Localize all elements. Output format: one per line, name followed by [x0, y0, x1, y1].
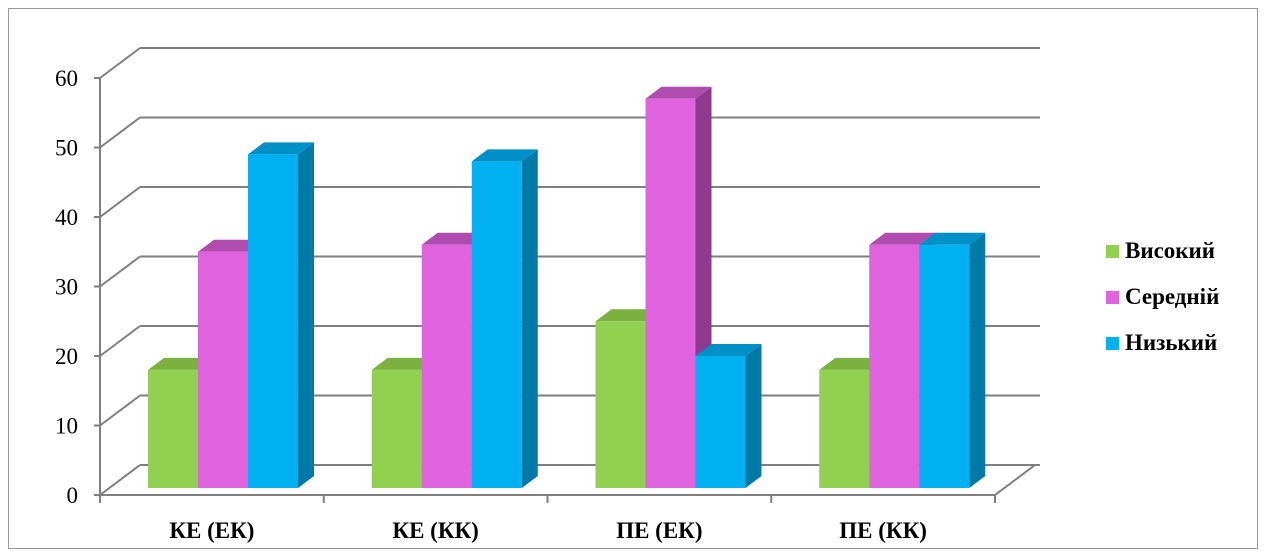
bar-top — [421, 232, 488, 245]
gridline-depth — [99, 464, 141, 496]
bar-front — [695, 355, 746, 488]
bar-front — [248, 154, 298, 488]
legend-label-serednii: Середній — [1125, 284, 1220, 309]
legend: Високий Середній Низький — [1106, 228, 1219, 366]
bar-front — [421, 244, 472, 488]
y-tick-label: 10 — [55, 414, 78, 439]
bar-side — [745, 343, 762, 488]
bar — [248, 142, 314, 488]
bar-top — [198, 239, 264, 252]
bar-top — [869, 232, 936, 245]
bar-top — [148, 357, 214, 370]
gridline-depth — [99, 186, 141, 218]
legend-item-serednii: Середній — [1106, 274, 1219, 320]
bar-front — [919, 244, 970, 488]
bar-front — [869, 244, 920, 488]
legend-label-nyzkyi: Низький — [1125, 330, 1218, 355]
x-tick-label: КЕ (КК) — [392, 518, 478, 543]
y-tick-label: 0 — [67, 483, 79, 508]
legend-swatch-vysokyi — [1106, 244, 1119, 258]
x-tick-label: ПЕ (ЕК) — [616, 518, 702, 543]
legend-item-vysokyi: Високий — [1106, 228, 1219, 274]
bar-top — [595, 309, 662, 322]
bar-front — [595, 321, 646, 488]
gridline-depth — [99, 325, 141, 357]
gridline-depth — [99, 116, 141, 149]
y-tick-labels: 0 10 20 30 40 50 60 — [55, 66, 78, 508]
bar — [919, 232, 986, 488]
y-tick-label: 30 — [55, 275, 78, 300]
category-labels: КЕ (ЕК) КЕ (КК) ПЕ (ЕК) ПЕ (КК) — [169, 518, 927, 543]
bar-side — [521, 149, 538, 488]
bar-top — [471, 149, 538, 162]
bar-front — [819, 369, 870, 488]
x-tick-label: ПЕ (КК) — [839, 518, 927, 543]
legend-swatch-nyzkyi — [1106, 336, 1119, 350]
bar-front — [371, 369, 422, 488]
bar-top — [819, 357, 886, 370]
bar-front — [198, 251, 248, 488]
bar-top — [371, 357, 438, 370]
y-tick-label: 50 — [55, 136, 78, 161]
legend-swatch-serednii — [1106, 290, 1119, 304]
bar — [471, 149, 538, 488]
gridline-depth — [99, 255, 141, 288]
y-tick-label: 40 — [55, 205, 78, 230]
bar-front — [471, 161, 522, 488]
bar-top — [695, 343, 762, 356]
y-tick-label: 60 — [55, 66, 78, 91]
gridline-depth — [99, 47, 141, 79]
legend-item-nyzkyi: Низький — [1106, 320, 1219, 366]
bar — [695, 343, 762, 488]
gridline-depth — [99, 394, 141, 427]
bar-front — [645, 98, 696, 489]
axes — [94, 77, 1036, 503]
bar-top — [645, 86, 712, 99]
bar-side — [969, 232, 986, 488]
bar-top — [919, 232, 986, 245]
y-tick-label: 20 — [55, 344, 78, 369]
bar-top — [248, 142, 314, 155]
bar-front — [148, 369, 198, 488]
legend-label-vysokyi: Високий — [1125, 238, 1216, 263]
bars — [148, 86, 986, 489]
x-tick-label: КЕ (ЕК) — [169, 518, 254, 543]
bar — [645, 86, 712, 489]
bar-side — [298, 142, 314, 488]
